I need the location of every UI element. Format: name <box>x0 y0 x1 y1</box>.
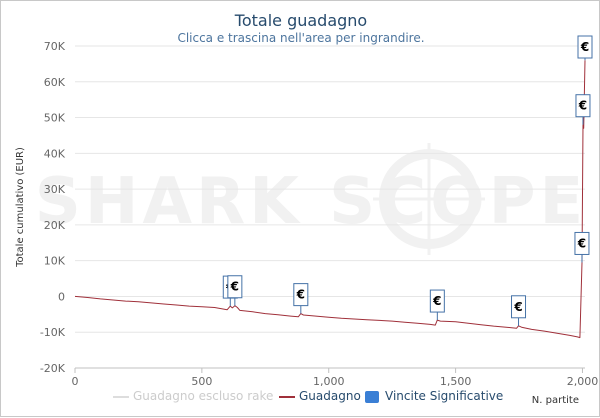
svg-text:€: € <box>578 99 587 113</box>
legend-item-guadagno-escluso-rake[interactable]: Guadagno escluso rake <box>113 387 273 405</box>
svg-text:€: € <box>580 40 589 54</box>
legend-item-vincite-significative[interactable]: Vincite Significative <box>365 387 503 405</box>
svg-text:€: € <box>577 236 586 250</box>
significant-win-flag[interactable]: € <box>227 275 243 306</box>
significant-win-flag[interactable]: € <box>574 231 590 263</box>
chart-subtitle: Clicca e trascina nell'area per ingrandi… <box>177 31 424 45</box>
y-tick-label: 0 <box>58 290 65 303</box>
y-tick-label: 10K <box>44 255 66 268</box>
legend-line-icon <box>279 395 295 398</box>
svg-text:€: € <box>432 294 441 308</box>
legend-label: Guadagno escluso rake <box>133 389 274 403</box>
legend: Guadagno escluso rake Guadagno Vincite S… <box>1 387 600 407</box>
legend-label: Vincite Significative <box>385 389 504 403</box>
x-tick-label: 2,000 <box>567 375 599 388</box>
significant-win-flag[interactable]: € <box>577 35 593 61</box>
grid-lines <box>75 45 585 369</box>
y-tick-label: -20K <box>40 362 66 375</box>
chart-title: Totale guadagno <box>234 11 367 30</box>
y-tick-label: 60K <box>44 76 66 89</box>
y-tick-label: 20K <box>44 219 66 232</box>
svg-text:€: € <box>513 300 522 314</box>
x-tick-label: 1,500 <box>440 375 472 388</box>
x-tick-label: 500 <box>191 375 212 388</box>
x-axis-label: N. partite <box>532 395 579 406</box>
significant-wins-layer: €€€€€€€€ <box>222 35 593 326</box>
significant-win-flag[interactable]: € <box>429 289 445 321</box>
legend-item-guadagno[interactable]: Guadagno <box>279 387 361 405</box>
y-tick-label: 70K <box>44 40 66 53</box>
significant-win-flag[interactable]: € <box>575 94 591 125</box>
legend-label: Guadagno <box>299 389 361 403</box>
x-tick-label: 0 <box>72 375 79 388</box>
significant-win-flag[interactable]: € <box>293 283 309 314</box>
legend-box-icon <box>365 390 379 403</box>
series-line-guadagno[interactable] <box>74 60 586 339</box>
significant-win-flag[interactable]: € <box>511 295 527 326</box>
watermark-text: SHARK SCOPE <box>35 165 587 239</box>
y-axis: -20K -10K 0 10K 20K 30K 40K 50K 60K 70K <box>40 40 66 375</box>
x-axis: 0 500 1,000 1,500 2,000 <box>72 367 599 388</box>
svg-text:€: € <box>230 280 239 294</box>
y-tick-label: 50K <box>44 112 66 125</box>
svg-text:€: € <box>296 288 305 302</box>
legend-line-icon <box>113 395 129 398</box>
y-tick-label: 30K <box>44 183 66 196</box>
y-tick-label: -10K <box>40 326 66 339</box>
y-tick-label: 40K <box>44 147 66 160</box>
y-axis-label: Totale cumulativo (EUR) <box>15 147 26 268</box>
x-tick-label: 1,000 <box>313 375 345 388</box>
series-layer <box>74 60 586 339</box>
scope-crosshair-icon <box>373 143 485 255</box>
